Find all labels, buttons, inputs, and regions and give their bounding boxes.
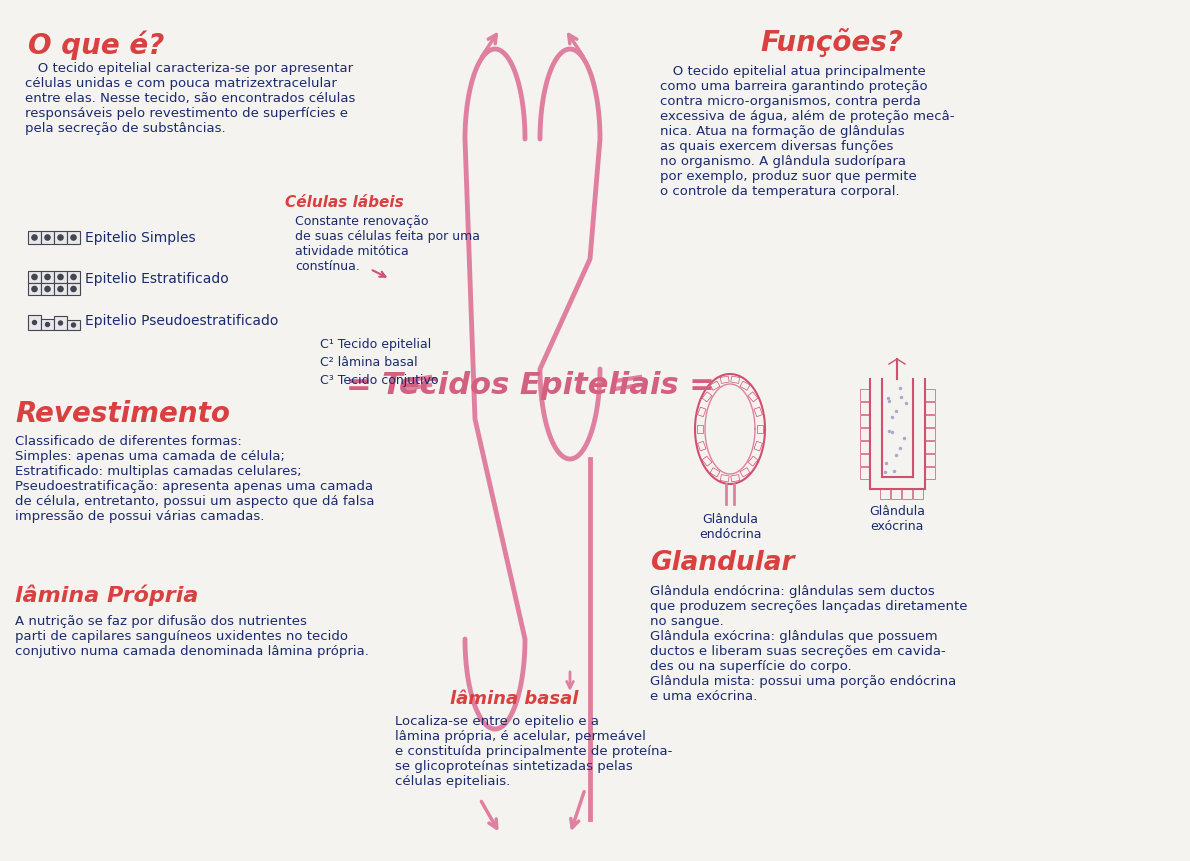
Circle shape (45, 236, 50, 241)
Bar (925, 389, 935, 401)
Bar (913, 489, 923, 499)
Bar (40, 319, 54, 331)
Bar (720, 475, 729, 482)
Bar (40, 232, 54, 245)
Text: O tecido epitelial atua principalmente
como uma barreira garantindo proteção
con: O tecido epitelial atua principalmente c… (660, 65, 954, 198)
Text: Constante renovação
de suas células feita por uma
atividade mitótica
constínua.: Constante renovação de suas células feit… (295, 214, 480, 273)
Text: O tecido epitelial caracteriza-se por apresentar
células unidas e com pouca matr: O tecido epitelial caracteriza-se por ap… (25, 62, 356, 135)
Bar (54, 272, 67, 283)
Bar (67, 283, 80, 295)
Circle shape (71, 236, 76, 241)
Bar (860, 455, 870, 467)
Bar (710, 381, 720, 391)
Bar (697, 442, 706, 451)
Circle shape (71, 287, 76, 292)
Bar (740, 381, 750, 391)
Text: A nutrição se faz por difusão dos nutrientes
parti de capilares sanguíneos uxide: A nutrição se faz por difusão dos nutrie… (15, 614, 369, 657)
Circle shape (32, 236, 37, 241)
Bar (757, 425, 763, 433)
Bar (731, 376, 740, 384)
Text: lâmina basal: lâmina basal (450, 689, 578, 707)
Bar (860, 468, 870, 480)
Text: C³ Tecido conjutivo: C³ Tecido conjutivo (320, 374, 438, 387)
Text: Localiza-se entre o epitelio e a
lâmina própria, é acelular, permeável
e constit: Localiza-se entre o epitelio e a lâmina … (395, 714, 672, 787)
Text: = Tecidos Epiteliais =: = Tecidos Epiteliais = (345, 370, 714, 399)
Circle shape (58, 287, 63, 292)
Text: Epitelio Simples: Epitelio Simples (84, 231, 195, 245)
Bar (697, 407, 706, 418)
Text: Epitelio Estratificado: Epitelio Estratificado (84, 272, 228, 286)
Bar (29, 232, 40, 245)
Bar (925, 416, 935, 428)
Bar (29, 283, 40, 295)
Bar (749, 456, 758, 467)
Bar (925, 403, 935, 414)
Text: Funções?: Funções? (760, 28, 903, 57)
Bar (860, 442, 870, 454)
Bar (860, 403, 870, 414)
Circle shape (58, 236, 63, 241)
Circle shape (71, 275, 76, 281)
Bar (740, 468, 750, 477)
Text: C² lâmina basal: C² lâmina basal (320, 356, 418, 369)
Bar (925, 442, 935, 454)
Text: Glândula endócrina: glândulas sem ductos
que produzem secreções lançadas diretam: Glândula endócrina: glândulas sem ductos… (650, 585, 967, 703)
Bar (702, 393, 712, 402)
Bar (54, 317, 67, 331)
Circle shape (45, 275, 50, 281)
Text: Glandular: Glandular (650, 549, 795, 575)
Text: O que é?: O que é? (29, 30, 164, 59)
Bar (925, 455, 935, 467)
Bar (29, 272, 40, 283)
Text: C¹ Tecido epitelial: C¹ Tecido epitelial (320, 338, 431, 350)
Bar (54, 283, 67, 295)
Bar (67, 272, 80, 283)
Text: Glândula
endócrina: Glândula endócrina (699, 512, 762, 541)
Bar (860, 416, 870, 428)
Bar (925, 429, 935, 441)
Bar (860, 389, 870, 401)
Text: Células lábeis: Células lábeis (284, 195, 403, 210)
Bar (754, 442, 763, 451)
Bar (40, 283, 54, 295)
Bar (40, 272, 54, 283)
Bar (710, 468, 720, 477)
Bar (720, 376, 729, 384)
Circle shape (45, 323, 50, 327)
Bar (891, 489, 901, 499)
Bar (749, 393, 758, 402)
Circle shape (71, 324, 75, 328)
Text: Epitelio Pseudoestratificado: Epitelio Pseudoestratificado (84, 313, 278, 328)
Bar (879, 489, 890, 499)
Text: Glândula
exócrina: Glândula exócrina (869, 505, 925, 532)
Circle shape (58, 322, 63, 325)
Circle shape (45, 287, 50, 292)
Bar (67, 232, 80, 245)
Bar (29, 316, 40, 331)
Bar (702, 456, 712, 467)
Bar (860, 429, 870, 441)
Circle shape (32, 287, 37, 292)
Bar (925, 468, 935, 480)
Text: lâmina Própria: lâmina Própria (15, 585, 199, 606)
Text: Classificado de diferentes formas:
Simples: apenas uma camada de célula;
Estrati: Classificado de diferentes formas: Simpl… (15, 435, 375, 523)
Circle shape (58, 275, 63, 281)
Bar (697, 425, 703, 433)
Circle shape (32, 275, 37, 281)
Bar (54, 232, 67, 245)
Bar (902, 489, 912, 499)
Circle shape (32, 321, 37, 325)
Bar (67, 320, 80, 331)
Bar (754, 407, 763, 418)
Bar (731, 475, 740, 482)
Text: Revestimento: Revestimento (15, 400, 230, 428)
